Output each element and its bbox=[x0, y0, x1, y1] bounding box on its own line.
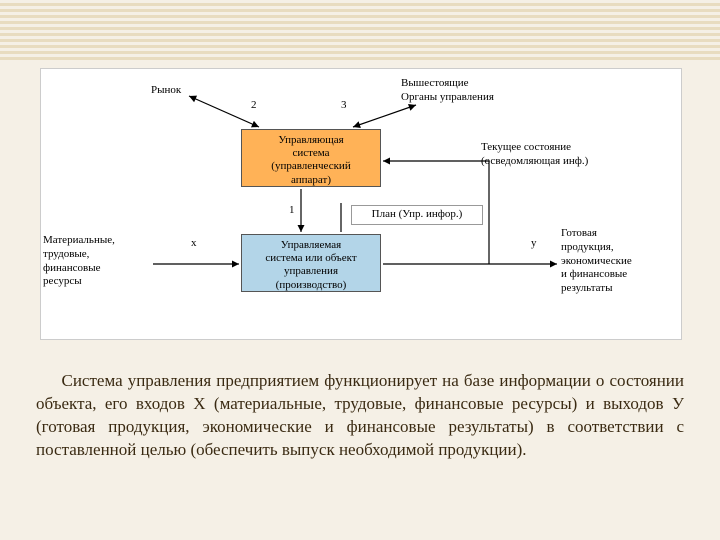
description-paragraph: Система управления предприятием функцион… bbox=[36, 370, 684, 462]
label-rynok: Рынок bbox=[151, 84, 211, 98]
label-inputs: Материальные,трудовые,финансовыересурсы bbox=[43, 234, 153, 289]
diagram: Рынок ВышестоящиеОрганы управления Управ… bbox=[40, 68, 682, 340]
label-state: Текущее состояние(осведомляющая инф.) bbox=[481, 141, 666, 169]
label-outputs: Готоваяпродукция,экономическиеи финансов… bbox=[561, 227, 681, 296]
label-num3: 3 bbox=[341, 99, 347, 113]
top-texture bbox=[0, 0, 720, 60]
box-managed-system: Управляемаясистема или объектуправления(… bbox=[241, 234, 381, 292]
label-num1: 1 bbox=[289, 204, 295, 218]
arrows-svg bbox=[41, 69, 681, 339]
label-x: x bbox=[191, 237, 197, 251]
box-control-system: Управляющаясистема(управленческийаппарат… bbox=[241, 129, 381, 187]
label-y: y bbox=[531, 237, 537, 251]
label-num2: 2 bbox=[251, 99, 257, 113]
label-plan: План (Упр. инфор.) bbox=[351, 205, 483, 225]
label-organs: ВышестоящиеОрганы управления bbox=[401, 77, 571, 105]
